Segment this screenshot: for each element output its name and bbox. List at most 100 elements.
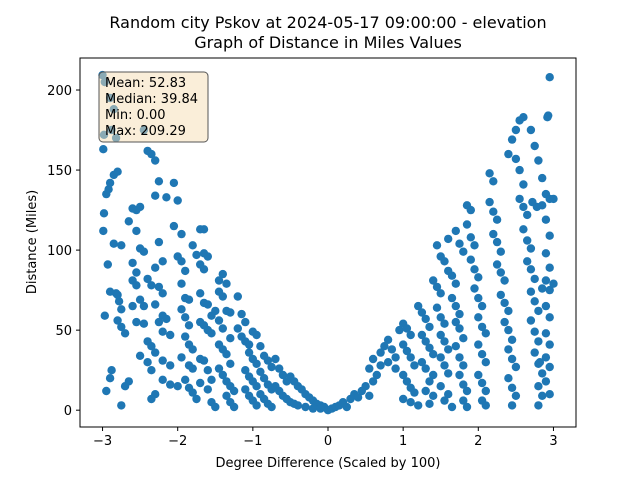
scatter-point (151, 156, 160, 165)
scatter-point (99, 145, 108, 154)
scatter-point (444, 390, 453, 399)
scatter-point (207, 329, 216, 338)
scatter-point (417, 358, 427, 367)
scatter-point (192, 250, 201, 260)
stats-box-background (98, 71, 209, 143)
scatter-point (402, 324, 412, 333)
scatter-point (383, 335, 393, 344)
scatter-point (440, 319, 449, 328)
scatter-point (530, 274, 539, 284)
scatter-point (151, 348, 160, 357)
scatter-point (132, 281, 141, 290)
scatter-point (104, 185, 113, 194)
scatter-point (154, 177, 164, 186)
scatter-point (432, 282, 442, 292)
scatter-point (244, 348, 254, 357)
scatter-point (226, 334, 235, 343)
scatter-point (177, 279, 186, 288)
scatter-point (214, 276, 224, 285)
scatter-point (387, 345, 397, 354)
scatter-points (98, 70, 558, 415)
scatter-point (538, 369, 547, 378)
y-tick-label: 150 (47, 164, 72, 179)
scatter-point (432, 303, 442, 312)
scatter-point (417, 308, 427, 317)
scatter-point (447, 402, 457, 412)
scatter-point (406, 353, 415, 362)
scatter-point (154, 282, 164, 292)
scatter-point (181, 266, 190, 276)
scatter-point (135, 202, 145, 212)
scatter-point (196, 289, 205, 298)
scatter-point (541, 377, 551, 386)
scatter-point (147, 366, 156, 375)
scatter-point (237, 309, 246, 319)
scatter-point (99, 209, 109, 218)
x-tick-label: −2 (168, 434, 187, 449)
scatter-point (477, 350, 487, 359)
scatter-point (162, 193, 171, 202)
scatter-point (436, 313, 445, 322)
stats-mean: Mean: 52.83 (105, 76, 186, 91)
scatter-point (188, 388, 197, 397)
scatter-point (485, 197, 494, 207)
scatter-point (466, 205, 475, 215)
scatter-point (203, 300, 212, 309)
scatter-point (515, 194, 524, 204)
scatter-point (481, 358, 490, 367)
scatter-point (365, 391, 374, 400)
scatter-point (496, 247, 505, 256)
scatter-point (147, 394, 156, 404)
scatter-point (233, 292, 242, 301)
scatter-point (218, 370, 227, 380)
scatter-point (252, 330, 261, 340)
scatter-point (100, 311, 110, 320)
scatter-point (158, 375, 167, 384)
scatter-point (481, 386, 490, 396)
scatter-point (500, 317, 509, 327)
scatter-point (181, 332, 190, 341)
scatter-point (507, 383, 517, 392)
scatter-point (440, 337, 449, 346)
scatter-point (169, 221, 179, 231)
scatter-point (470, 241, 479, 250)
scatter-point (462, 402, 472, 412)
scatter-point (158, 327, 167, 336)
scatter-point (244, 340, 254, 349)
scatter-point (199, 265, 209, 274)
scatter-point (252, 359, 261, 368)
scatter-point (485, 169, 494, 178)
scatter-point (462, 220, 472, 229)
scatter-point (474, 273, 483, 282)
scatter-point (241, 366, 250, 375)
x-tick-label: −1 (243, 434, 262, 449)
scatter-point (399, 340, 408, 349)
stats-box: Mean: 52.83 Median: 39.84 Min: 0.00 Max:… (98, 71, 209, 143)
scatter-point (541, 276, 551, 285)
x-tick-label: −3 (93, 434, 112, 449)
scatter-point (222, 350, 231, 359)
scatter-point (511, 362, 521, 372)
scatter-point (173, 382, 182, 391)
x-axis-ticks: −3 −2 −1 0 1 2 3 (93, 427, 558, 449)
scatter-point (455, 324, 464, 333)
scatter-point (535, 358, 545, 367)
scatter-point (534, 306, 543, 316)
scatter-point (203, 385, 212, 394)
scatter-point (181, 313, 190, 322)
scatter-point (124, 217, 133, 226)
scatter-point (455, 353, 464, 362)
scatter-point (492, 215, 502, 224)
scatter-point (507, 335, 517, 344)
scatter-point (158, 356, 167, 365)
scatter-point (455, 309, 464, 319)
scatter-point (226, 308, 235, 317)
scatter-point (545, 313, 554, 322)
scatter-point (489, 207, 498, 216)
scatter-point (199, 356, 209, 365)
scatter-point (545, 263, 554, 272)
scatter-point (507, 354, 517, 364)
scatter-point (444, 369, 453, 378)
scatter-point (530, 327, 539, 336)
